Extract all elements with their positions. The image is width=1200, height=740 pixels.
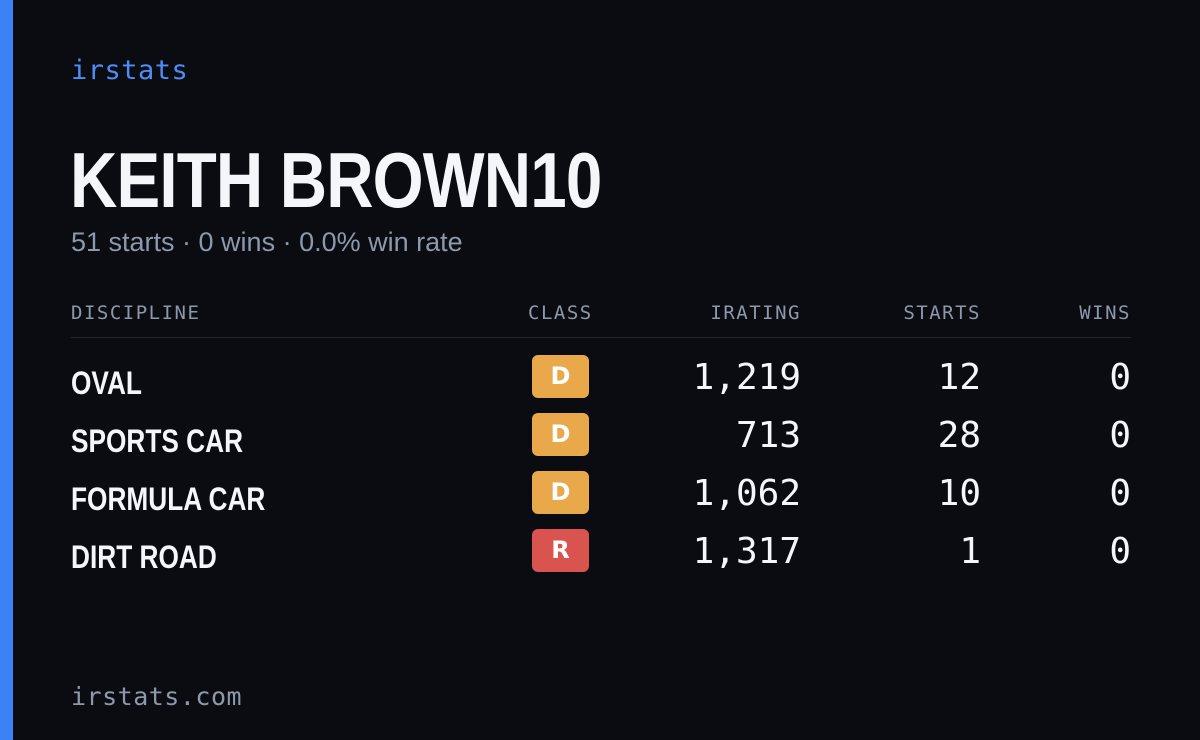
class-badge: D: [532, 413, 589, 456]
wins-value: 0: [1109, 357, 1131, 398]
irating-value: 1,062: [692, 473, 801, 514]
wins-value: 0: [1109, 473, 1131, 514]
driver-name: KEITH BROWN10: [70, 136, 602, 224]
table-row: OVAL D 1,219 12 0: [71, 355, 1131, 413]
brand-label: irstats: [71, 55, 189, 86]
header-class: CLASS: [528, 302, 593, 324]
table-header: DISCIPLINE CLASS IRATING STARTS WINS: [71, 296, 1131, 338]
header-irating: IRATING: [710, 302, 801, 324]
discipline-name: FORMULA CAR: [71, 481, 266, 517]
header-starts: STARTS: [903, 302, 981, 324]
starts-value: 28: [937, 415, 981, 456]
class-badge: D: [532, 355, 589, 398]
starts-value: 12: [937, 357, 981, 398]
discipline-table: DISCIPLINE CLASS IRATING STARTS WINS OVA…: [71, 296, 1131, 587]
discipline-name: OVAL: [71, 365, 142, 401]
wins-value: 0: [1109, 531, 1131, 572]
irating-value: 713: [735, 415, 801, 456]
driver-summary: 51 starts · 0 wins · 0.0% win rate: [71, 227, 463, 257]
table-row: FORMULA CAR D 1,062 10 0: [71, 471, 1131, 529]
discipline-name: DIRT ROAD: [71, 539, 217, 575]
starts-value: 1: [959, 531, 981, 572]
footer-url: irstats.com: [71, 682, 243, 711]
wins-value: 0: [1109, 415, 1131, 456]
table-body: OVAL D 1,219 12 0 SPORTS CAR D 713 28 0 …: [71, 355, 1131, 587]
irating-value: 1,317: [692, 531, 801, 572]
starts-value: 10: [937, 473, 981, 514]
class-badge: D: [532, 471, 589, 514]
header-wins: WINS: [1079, 302, 1131, 324]
table-row: SPORTS CAR D 713 28 0: [71, 413, 1131, 471]
discipline-name: SPORTS CAR: [71, 423, 244, 459]
class-badge: R: [532, 529, 589, 572]
header-discipline: DISCIPLINE: [71, 302, 201, 324]
table-row: DIRT ROAD R 1,317 1 0: [71, 529, 1131, 587]
irating-value: 1,219: [692, 357, 801, 398]
accent-bar: [0, 0, 13, 740]
